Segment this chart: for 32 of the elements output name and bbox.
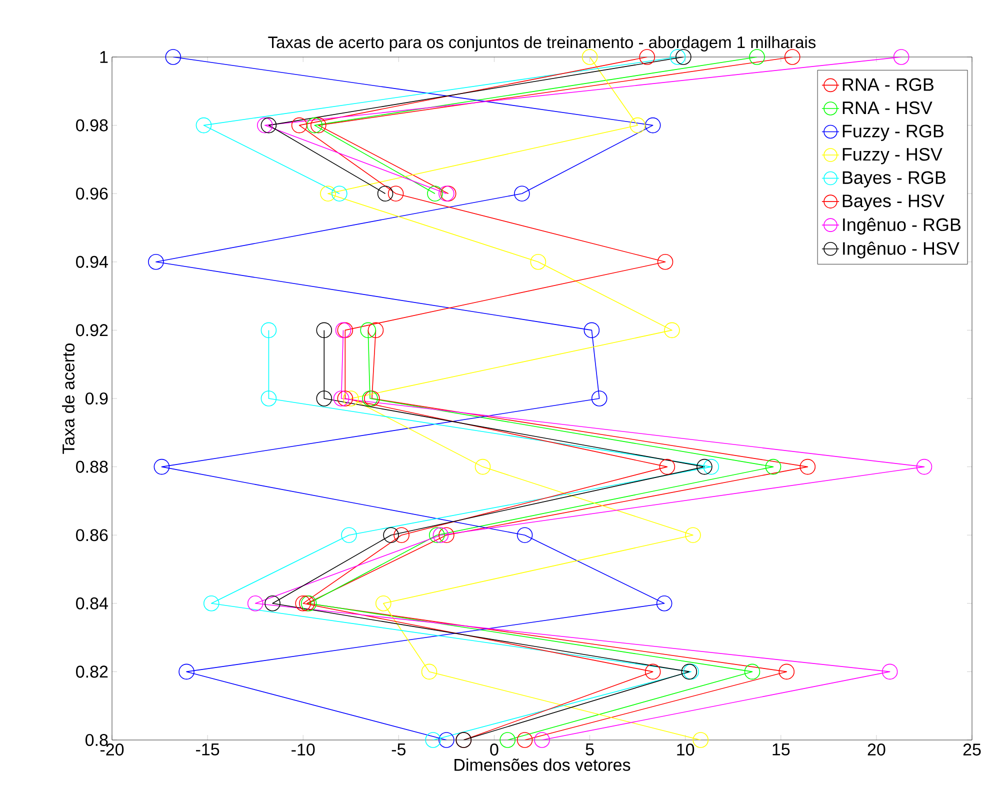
y-tick-label: 0.82 [76,666,108,678]
legend-label: RNA - RGB [842,78,934,91]
y-axis-title: Taxa de acerto [62,343,75,454]
y-tick-label: 0.84 [76,597,108,610]
legend-label: Ingênuo - HSV [843,242,960,258]
x-tick-label: -15 [196,744,220,756]
legend-label: Fuzzy - HSV [842,148,942,164]
legend-label: Fuzzy - RGB [842,124,944,142]
chart-title: Taxas de acerto para os conjuntos de treinamento - abordagem 1 milharais [268,36,816,52]
y-tick-label: 0.98 [76,119,108,132]
legend-label: Bayes - RGB [842,171,946,188]
y-tick-label: 1 [100,51,108,63]
y-tick-label: 0.8 [85,734,108,746]
y-tick-label: 0.94 [76,256,108,268]
legend-label: RNA - HSV [842,101,932,114]
y-tick-label: 0.86 [76,529,108,542]
x-tick-label: 10 [677,744,694,756]
legend-label: Bayes - HSV [842,194,944,211]
x-tick-label: -5 [392,744,406,756]
y-tick-label: 0.88 [76,460,108,473]
x-tick-label: 15 [772,744,790,756]
y-tick-label: 0.96 [76,188,108,200]
x-tick-label: 25 [963,744,981,756]
x-tick-label: -10 [292,744,315,756]
y-tick-label: 0.9 [85,392,108,405]
y-tick-label: 0.92 [76,324,108,336]
x-tick-label: 20 [868,744,886,756]
x-axis-title: Dimensões dos vetores [454,758,630,771]
legend-label: Ingênuo - RGB [843,218,961,235]
x-tick-label: -20 [100,744,124,756]
x-tick-label: 0 [490,744,498,756]
x-tick-label: 5 [586,744,594,756]
